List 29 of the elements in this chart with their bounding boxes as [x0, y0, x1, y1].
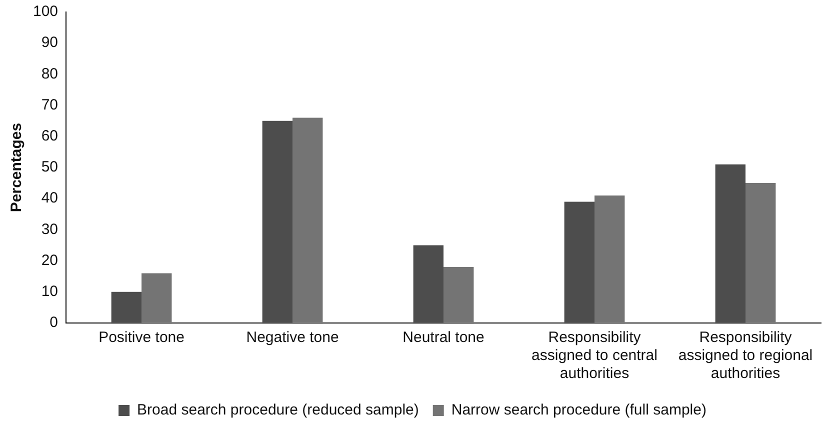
legend-label: Broad search procedure (reduced sample)	[137, 402, 419, 419]
bar	[594, 195, 625, 323]
y-tick-label: 0	[50, 314, 58, 332]
y-tick-label: 20	[41, 252, 58, 269]
y-tick-label: 10	[41, 283, 58, 300]
y-axis-title: Percentages	[8, 122, 26, 212]
x-tick-label: Responsibility assigned to central authorities	[532, 329, 658, 382]
y-tick-label: 50	[41, 158, 58, 176]
bar	[715, 164, 746, 323]
y-tick-label: 90	[41, 34, 58, 52]
y-tick-label: 100	[32, 3, 58, 20]
bar	[564, 202, 595, 323]
bar	[413, 245, 444, 323]
bar	[292, 118, 323, 323]
bar	[746, 183, 776, 323]
y-tick-label: 70	[41, 96, 58, 114]
y-tick-label: 30	[41, 220, 58, 238]
y-tick-label: 40	[41, 190, 58, 207]
x-tick-label: Positive tone	[98, 329, 184, 346]
bar	[262, 120, 293, 323]
x-tick-label: Negative tone	[246, 329, 339, 346]
bar	[444, 267, 474, 323]
x-tick-label: Neutral tone	[402, 329, 484, 346]
x-tick-label: Responsibility assigned to regional authorities	[678, 329, 813, 382]
bar	[111, 292, 142, 323]
y-tick-label: 60	[41, 128, 58, 145]
legend-label: Narrow search procedure (full sample)	[451, 402, 706, 419]
bar	[142, 273, 172, 323]
y-tick-label: 80	[41, 65, 58, 82]
